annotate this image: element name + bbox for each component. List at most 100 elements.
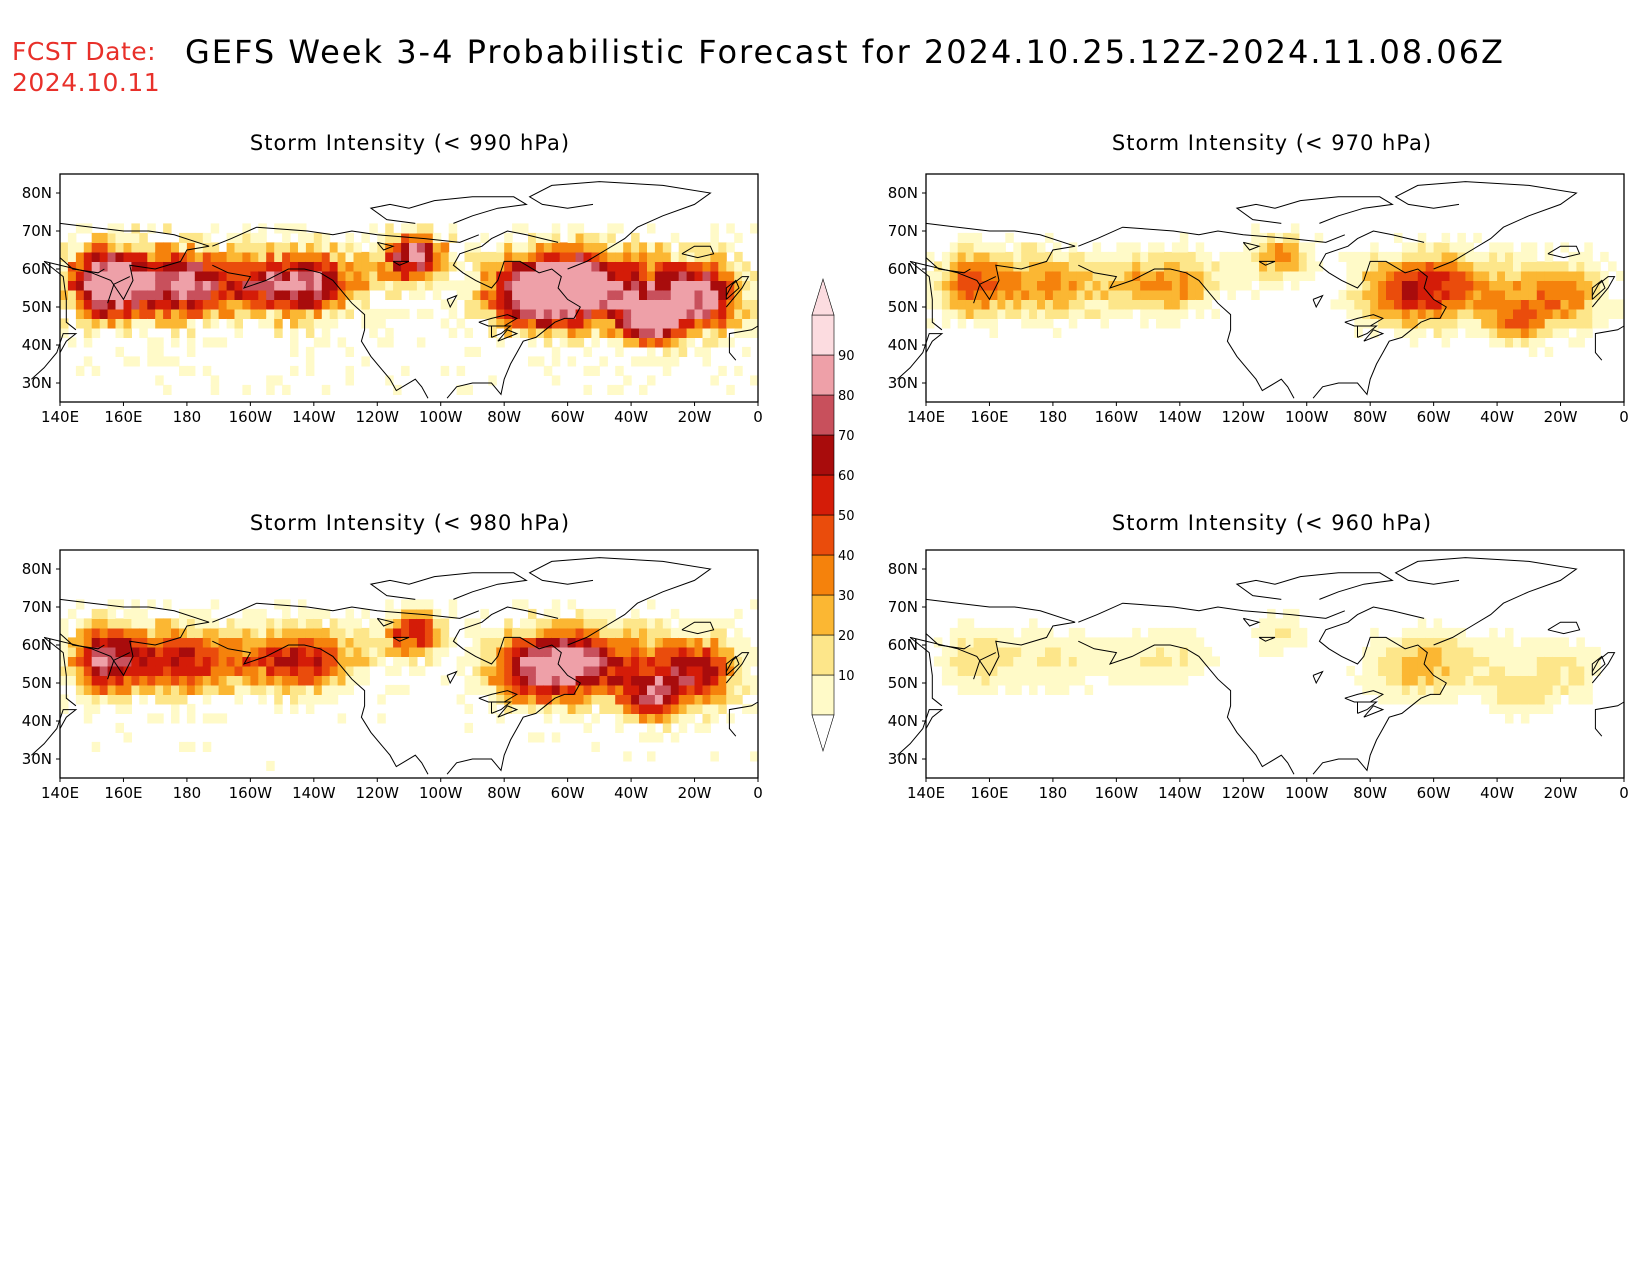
probability-cell [1370, 656, 1379, 667]
probability-cell [210, 223, 220, 234]
probability-cell [575, 713, 585, 724]
probability-cell [535, 327, 545, 338]
probability-cell [432, 270, 442, 281]
probability-cell [1552, 694, 1562, 705]
probability-cell [615, 627, 624, 638]
probability-cell [171, 646, 180, 657]
probability-cell [290, 223, 299, 234]
probability-cell [210, 318, 220, 329]
probability-cell [702, 713, 711, 724]
probability-cell [202, 684, 212, 695]
probability-cell [1037, 299, 1046, 310]
probability-cell [1354, 261, 1363, 272]
probability-cell [1029, 270, 1038, 281]
probability-cell [282, 223, 291, 234]
probability-cell [615, 703, 624, 714]
probability-cell [1497, 289, 1506, 300]
probability-cell [1409, 675, 1419, 686]
probability-cell [75, 646, 85, 657]
probability-cell [186, 242, 196, 253]
probability-cell [123, 356, 132, 367]
probability-cell [623, 280, 632, 291]
probability-cell [1346, 299, 1355, 310]
probability-cell [981, 308, 990, 319]
probability-cell [1052, 270, 1062, 281]
probability-cell [1116, 299, 1125, 310]
probability-cell [1497, 337, 1506, 348]
probability-cell [226, 270, 236, 281]
probability-cell [1425, 637, 1435, 648]
probability-cell [1060, 270, 1070, 281]
probability-cell [1362, 665, 1371, 676]
probability-cell [440, 646, 450, 657]
probability-cell [1520, 270, 1530, 281]
probability-cell [504, 308, 513, 319]
probability-cell [171, 356, 180, 367]
probability-cell [258, 637, 267, 648]
probability-cell [1037, 270, 1046, 281]
probability-cell [401, 684, 410, 695]
probability-cell [1386, 675, 1395, 686]
probability-cell [1370, 675, 1379, 686]
probability-cell [353, 261, 362, 272]
probability-cell [1108, 299, 1117, 310]
probability-cell [218, 713, 228, 724]
probability-cell [1084, 637, 1094, 648]
probability-cell [91, 656, 101, 667]
probability-cell [1124, 656, 1133, 667]
probability-cell [377, 656, 386, 667]
probability-cell [99, 232, 109, 243]
probability-cell [512, 694, 521, 705]
probability-cell [623, 703, 632, 714]
probability-cell [559, 713, 569, 724]
probability-cell [305, 684, 315, 695]
probability-cell [710, 280, 719, 291]
probability-cell [147, 637, 156, 648]
probability-cell [1267, 618, 1276, 629]
probability-cell [472, 289, 481, 300]
probability-cell [75, 289, 85, 300]
probability-cell [1409, 242, 1419, 253]
probability-cell [535, 627, 545, 638]
probability-cell [298, 261, 307, 272]
probability-cell [1052, 299, 1062, 310]
probability-cell [1425, 308, 1435, 319]
probability-cell [1045, 665, 1054, 676]
probability-cell [1243, 251, 1252, 262]
probability-cell [662, 308, 672, 319]
probability-cell [1441, 627, 1451, 638]
probability-cell [1536, 337, 1546, 348]
probability-cell [67, 646, 77, 657]
probability-cell [290, 242, 299, 253]
probability-cell [1084, 280, 1094, 291]
probability-cell [1544, 280, 1554, 291]
probability-cell [599, 318, 608, 329]
coastline [59, 257, 105, 274]
lon-tick-label: 120W [356, 784, 400, 802]
probability-cell [115, 618, 124, 629]
probability-cell [520, 599, 529, 610]
probability-cell [139, 665, 148, 676]
lake-outline [392, 260, 410, 266]
probability-cell [1060, 251, 1070, 262]
probability-cell [1505, 318, 1514, 329]
probability-cell [1600, 308, 1609, 319]
probability-cell [583, 280, 592, 291]
probability-cell [147, 627, 156, 638]
probability-cell [583, 384, 592, 395]
probability-cell [1092, 656, 1102, 667]
probability-cell [266, 308, 275, 319]
probability-cell [234, 627, 243, 638]
probability-cell [115, 261, 124, 272]
probability-cell [115, 684, 124, 695]
probability-cell [965, 280, 975, 291]
probability-cell [139, 299, 148, 310]
probability-cell [1520, 656, 1530, 667]
probability-cell [139, 675, 148, 686]
probability-cell [1552, 327, 1562, 338]
probability-cell [1568, 289, 1577, 300]
probability-cell [480, 665, 489, 676]
probability-cell [742, 646, 751, 657]
probability-cell [1528, 337, 1538, 348]
probability-cell [1275, 646, 1284, 657]
